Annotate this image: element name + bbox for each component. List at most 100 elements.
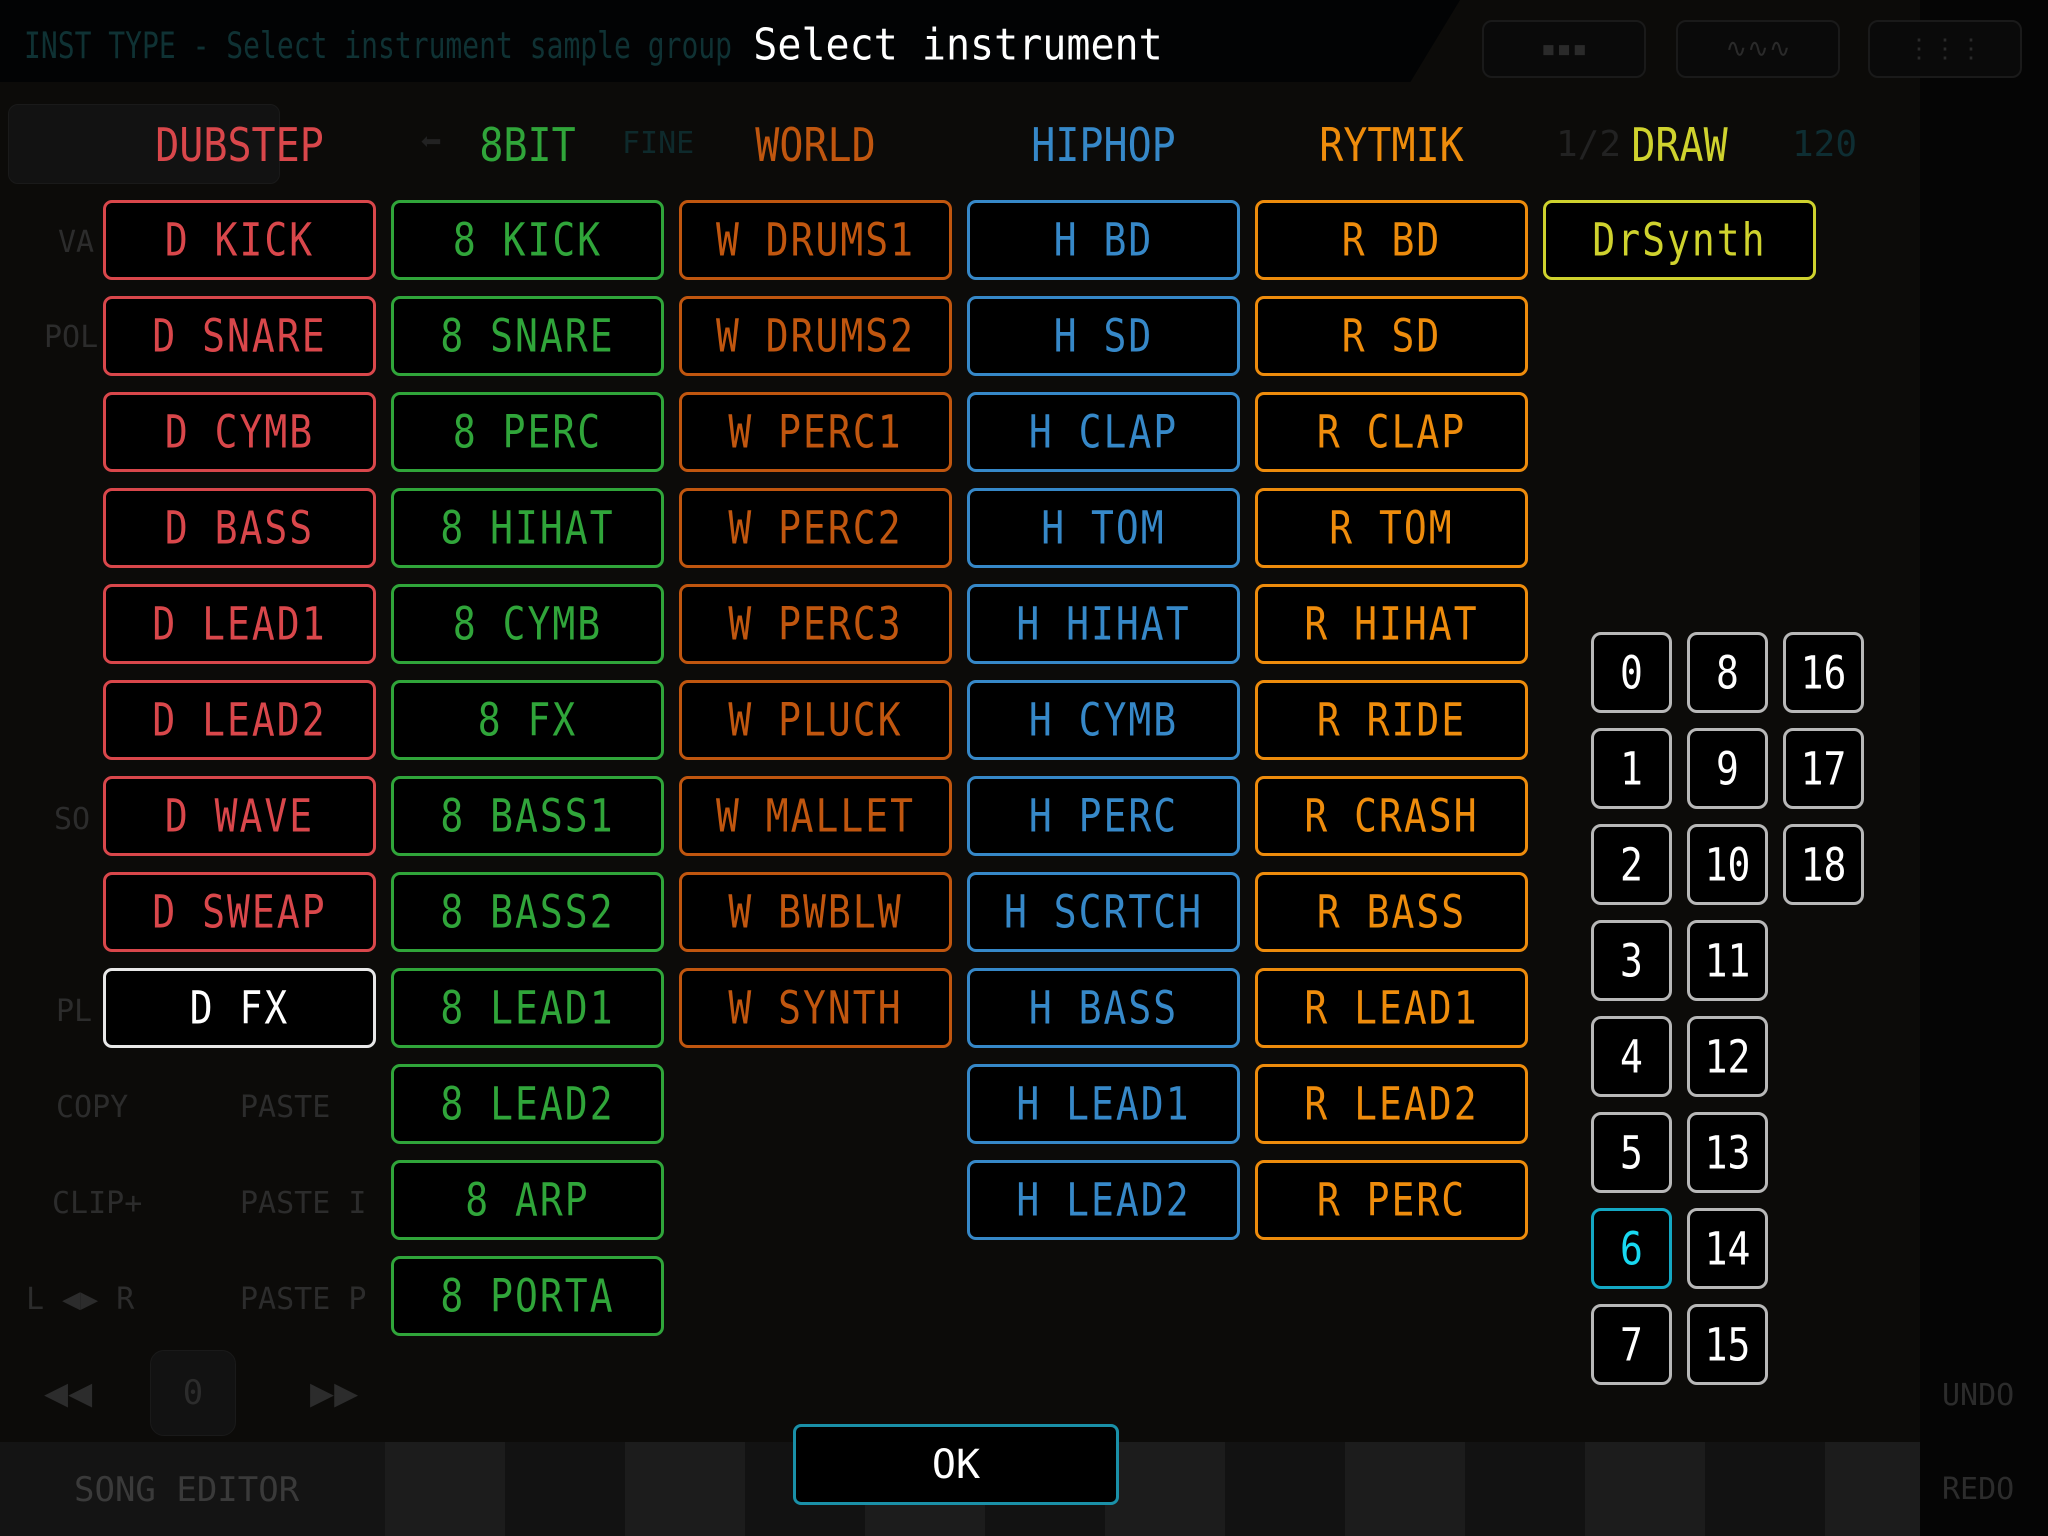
bg-label: SO <box>54 802 91 837</box>
sample-number-label: 1 <box>1620 742 1643 795</box>
instrument-button[interactable]: H TOM <box>967 488 1240 568</box>
sample-number-button[interactable]: 12 <box>1687 1016 1768 1097</box>
instrument-button[interactable]: W MALLET <box>679 776 952 856</box>
sample-number-button[interactable]: 17 <box>1783 728 1864 809</box>
instrument-button[interactable]: H BD <box>967 200 1240 280</box>
instrument-button[interactable]: H SCRTCH <box>967 872 1240 952</box>
instrument-button[interactable]: W PLUCK <box>679 680 952 760</box>
sample-number-label: 11 <box>1704 934 1751 987</box>
instrument-button[interactable]: R LEAD2 <box>1255 1064 1528 1144</box>
sample-number-button[interactable]: 4 <box>1591 1016 1672 1097</box>
sample-number-button[interactable]: 8 <box>1687 632 1768 713</box>
instrument-button[interactable]: D BASS <box>103 488 376 568</box>
sample-number-button[interactable]: 3 <box>1591 920 1672 1001</box>
sample-number-label: 13 <box>1704 1126 1751 1179</box>
group-tab-hiphop[interactable]: HIPHOP <box>967 120 1240 173</box>
group-tab-8bit[interactable]: 8BIT <box>391 120 664 173</box>
instrument-button[interactable]: R SD <box>1255 296 1528 376</box>
instrument-button[interactable]: W BWBLW <box>679 872 952 952</box>
instrument-button[interactable]: 8 BASS1 <box>391 776 664 856</box>
sample-number-button[interactable]: 2 <box>1591 824 1672 905</box>
sample-number-button[interactable]: 14 <box>1687 1208 1768 1289</box>
sample-number-button[interactable]: 13 <box>1687 1112 1768 1193</box>
sample-number-button[interactable]: 11 <box>1687 920 1768 1001</box>
instrument-button[interactable]: R BASS <box>1255 872 1528 952</box>
instrument-button[interactable]: 8 ARP <box>391 1160 664 1240</box>
instrument-button[interactable]: DrSynth <box>1543 200 1816 280</box>
instrument-button[interactable]: R LEAD1 <box>1255 968 1528 1048</box>
instrument-button[interactable]: R HIHAT <box>1255 584 1528 664</box>
instrument-button[interactable]: H SD <box>967 296 1240 376</box>
instrument-button[interactable]: H CLAP <box>967 392 1240 472</box>
instrument-button[interactable]: 8 PERC <box>391 392 664 472</box>
instrument-label: R PERC <box>1316 1173 1467 1227</box>
instrument-label: W DRUMS2 <box>715 309 916 363</box>
instrument-label: D KICK <box>164 213 315 267</box>
instrument-button[interactable]: D LEAD2 <box>103 680 376 760</box>
instrument-button[interactable]: 8 LEAD1 <box>391 968 664 1048</box>
sample-number-button[interactable]: 10 <box>1687 824 1768 905</box>
group-tab-draw[interactable]: DRAW <box>1543 120 1816 173</box>
instrument-button[interactable]: R CLAP <box>1255 392 1528 472</box>
bg-paste-button: PASTE <box>240 1090 331 1125</box>
sample-number-button[interactable]: 5 <box>1591 1112 1672 1193</box>
group-tab-rytmik[interactable]: RYTMIK <box>1255 120 1528 173</box>
instrument-button[interactable]: H CYMB <box>967 680 1240 760</box>
instrument-label: H CLAP <box>1028 405 1179 459</box>
instrument-button[interactable]: W PERC2 <box>679 488 952 568</box>
instrument-label: 8 SNARE <box>440 309 615 363</box>
instrument-button[interactable]: H PERC <box>967 776 1240 856</box>
instrument-label: 8 CYMB <box>452 597 603 651</box>
instrument-button[interactable]: H LEAD2 <box>967 1160 1240 1240</box>
instrument-label: D FX <box>189 981 290 1035</box>
instrument-button[interactable]: 8 FX <box>391 680 664 760</box>
sample-number-button[interactable]: 18 <box>1783 824 1864 905</box>
instrument-label: D LEAD2 <box>152 693 327 747</box>
instrument-button[interactable]: 8 BASS2 <box>391 872 664 952</box>
instrument-button[interactable]: H LEAD1 <box>967 1064 1240 1144</box>
instrument-button[interactable]: R CRASH <box>1255 776 1528 856</box>
instrument-button[interactable]: D FX <box>103 968 376 1048</box>
sample-number-button[interactable]: 7 <box>1591 1304 1672 1385</box>
instrument-button[interactable]: H HIHAT <box>967 584 1240 664</box>
instrument-button[interactable]: W DRUMS2 <box>679 296 952 376</box>
instrument-button[interactable]: W PERC1 <box>679 392 952 472</box>
instrument-button[interactable]: D KICK <box>103 200 376 280</box>
instrument-button[interactable]: 8 LEAD2 <box>391 1064 664 1144</box>
bg-lr-control: L ◀▶ R <box>26 1282 135 1317</box>
group-tab-dubstep[interactable]: DUBSTEP <box>103 120 376 173</box>
sample-number-button[interactable]: 6 <box>1591 1208 1672 1289</box>
instrument-button[interactable]: R PERC <box>1255 1160 1528 1240</box>
instrument-button[interactable]: R RIDE <box>1255 680 1528 760</box>
sample-number-button[interactable]: 15 <box>1687 1304 1768 1385</box>
sample-number-button[interactable]: 9 <box>1687 728 1768 809</box>
instrument-button[interactable]: D WAVE <box>103 776 376 856</box>
bg-fine-label: FINE <box>622 126 695 161</box>
instrument-button[interactable]: 8 SNARE <box>391 296 664 376</box>
instrument-button[interactable]: 8 PORTA <box>391 1256 664 1336</box>
group-tab-world[interactable]: WORLD <box>679 120 952 173</box>
instrument-button[interactable]: 8 HIHAT <box>391 488 664 568</box>
instrument-button[interactable]: H BASS <box>967 968 1240 1048</box>
instrument-button[interactable]: 8 CYMB <box>391 584 664 664</box>
sample-number-button[interactable]: 16 <box>1783 632 1864 713</box>
instrument-button[interactable]: W DRUMS1 <box>679 200 952 280</box>
instrument-label: 8 LEAD1 <box>440 981 615 1035</box>
instrument-button[interactable]: D LEAD1 <box>103 584 376 664</box>
instrument-button[interactable]: 8 KICK <box>391 200 664 280</box>
instrument-button[interactable]: D SNARE <box>103 296 376 376</box>
sample-number-label: 2 <box>1620 838 1643 891</box>
instrument-label: 8 LEAD2 <box>440 1077 615 1131</box>
sample-number-label: 10 <box>1704 838 1751 891</box>
instrument-button[interactable]: D SWEAP <box>103 872 376 952</box>
instrument-button[interactable]: R TOM <box>1255 488 1528 568</box>
instrument-button[interactable]: D CYMB <box>103 392 376 472</box>
instrument-button[interactable]: W PERC3 <box>679 584 952 664</box>
bg-label: PL <box>56 994 93 1029</box>
sample-number-button[interactable]: 1 <box>1591 728 1672 809</box>
instrument-button[interactable]: W SYNTH <box>679 968 952 1048</box>
ok-button[interactable]: OK <box>793 1424 1119 1505</box>
instrument-button[interactable]: R BD <box>1255 200 1528 280</box>
bg-fraction: 1/2 <box>1556 124 1622 165</box>
sample-number-button[interactable]: 0 <box>1591 632 1672 713</box>
